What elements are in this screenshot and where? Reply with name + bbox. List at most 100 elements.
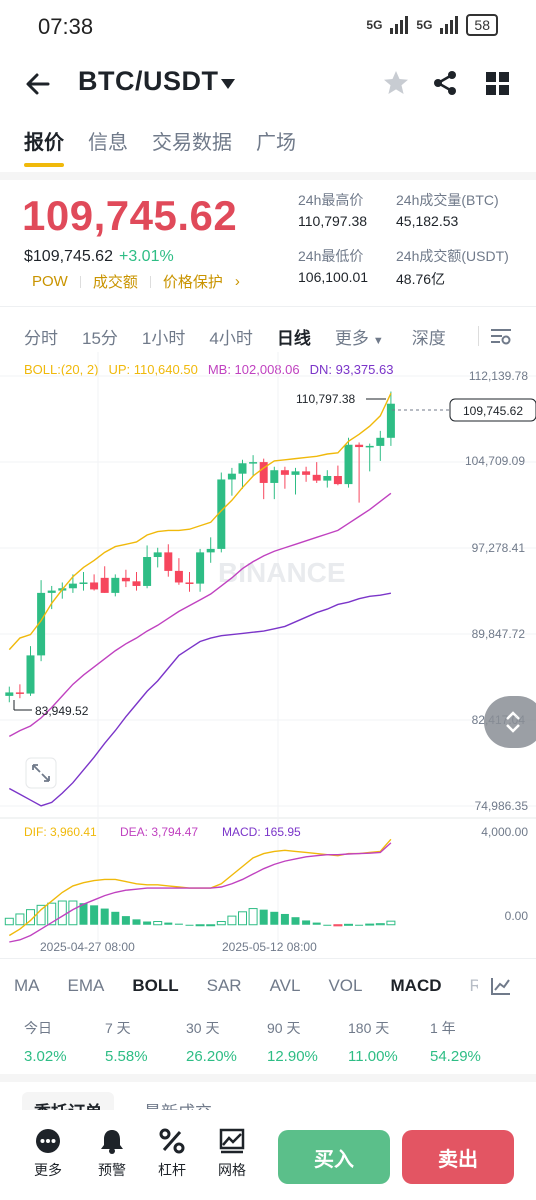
divider-line: [0, 958, 536, 959]
macd-bar: [355, 924, 364, 926]
candle-body: [100, 577, 109, 593]
candle: [164, 544, 173, 577]
tab-quote[interactable]: 报价: [24, 126, 64, 167]
chart-float-handle[interactable]: [484, 696, 536, 748]
chevron-down-icon[interactable]: [220, 78, 236, 90]
tab-square[interactable]: 广场: [256, 132, 296, 154]
stat-low-label: 24h最低价: [298, 248, 364, 264]
last-price-marker: 109,745.62: [463, 404, 523, 418]
candle-body: [365, 445, 374, 448]
perf-30d: 30 天 26.20%: [186, 1018, 237, 1065]
ind-ema[interactable]: EMA: [67, 976, 105, 995]
candle: [5, 686, 14, 703]
candle-body: [5, 692, 14, 696]
macd-bar: [143, 921, 152, 925]
boll-dn-line: [8, 592, 392, 807]
buy-button[interactable]: 买入: [278, 1130, 390, 1184]
chart-settings-icon[interactable]: [490, 326, 512, 346]
macd-bar: [270, 911, 279, 925]
stat-volume-label: 24h成交量(BTC): [396, 192, 499, 208]
candle-body: [238, 463, 247, 474]
candle: [185, 572, 194, 592]
macd-bar: [90, 905, 99, 925]
macd-bar: [238, 911, 247, 926]
macd-bar: [323, 924, 332, 926]
candle-body: [79, 582, 88, 584]
macd-bar: [68, 900, 78, 926]
ind-macd[interactable]: MACD: [390, 976, 442, 995]
candle: [333, 465, 342, 486]
star-icon[interactable]: [383, 70, 409, 96]
macd-bar: [227, 915, 237, 926]
perf-value: 54.29%: [430, 1048, 481, 1065]
perf-value: 5.58%: [105, 1048, 148, 1065]
tab-trading-data[interactable]: 交易数据: [152, 132, 232, 154]
price-change: +3.01%: [118, 248, 174, 265]
network-label-1: 5G: [366, 18, 383, 32]
grid-layout-icon[interactable]: [486, 72, 510, 96]
tf-15m[interactable]: 15分: [82, 329, 118, 348]
candle: [153, 547, 162, 568]
signal-icon-2: [440, 16, 459, 34]
tag-price-protection[interactable]: 价格保护: [162, 274, 223, 291]
perf-value: 12.90%: [267, 1048, 318, 1065]
candle: [100, 566, 109, 593]
tf-depth[interactable]: 深度: [411, 329, 446, 348]
tf-1d[interactable]: 日线: [276, 329, 311, 348]
fullscreen-icon[interactable]: [25, 757, 57, 789]
tab-info[interactable]: 信息: [88, 132, 128, 154]
stat-turnover-value: 48.76亿: [396, 271, 446, 287]
indicator-settings-icon[interactable]: [490, 976, 512, 996]
candle-body: [37, 592, 46, 656]
candle: [15, 684, 24, 699]
status-time: 07:38: [38, 14, 94, 39]
tf-4h[interactable]: 4小时: [209, 329, 253, 348]
candle: [259, 458, 268, 500]
kline-chart[interactable]: BINANCE 112,139.78 104,709.09 97,278.41 …: [0, 352, 536, 958]
macd-bar: [57, 900, 67, 926]
tf-time[interactable]: 分时: [24, 329, 58, 348]
usd-price: $109,745.62: [24, 248, 113, 265]
nav-alert[interactable]: 预警: [98, 1128, 126, 1180]
nav-grid[interactable]: 网格: [218, 1128, 246, 1180]
nav-label: 网格: [218, 1162, 246, 1178]
perf-label: 180 天: [348, 1020, 390, 1036]
ind-avl[interactable]: AVL: [269, 976, 301, 995]
tag-turnover[interactable]: 成交额: [92, 274, 138, 291]
page-title[interactable]: BTC/USDT: [78, 66, 219, 96]
macd-bar: [100, 908, 109, 925]
macd-bar: [312, 922, 321, 925]
candle: [143, 545, 152, 589]
perf-90d: 90 天 12.90%: [267, 1018, 318, 1065]
chevron-right-icon[interactable]: ›: [234, 273, 240, 290]
macd-bar: [206, 924, 216, 927]
candle-body: [196, 552, 205, 584]
sell-button[interactable]: 卖出: [402, 1130, 514, 1184]
network-label-2: 5G: [416, 18, 433, 32]
tf-1h[interactable]: 1小时: [141, 329, 186, 348]
tag-pow[interactable]: POW: [32, 273, 68, 290]
price-axis-label: 112,139.78: [469, 369, 528, 383]
macd-value: MACD: 165.95: [222, 825, 301, 839]
ind-vol[interactable]: VOL: [328, 976, 363, 995]
macd-bar: [47, 902, 57, 926]
perf-1y: 1 年 54.29%: [430, 1018, 481, 1065]
tf-more[interactable]: 更多 ▼: [335, 324, 384, 349]
grid-icon: [219, 1128, 245, 1154]
candle-body: [153, 552, 162, 558]
last-price: 109,745.62: [22, 192, 238, 239]
ind-ma[interactable]: MA: [14, 976, 40, 995]
macd-bar: [111, 911, 120, 925]
boll-legend: BOLL:(20, 2) UP: 110,640.50 MB: 102,008.…: [24, 362, 393, 377]
nav-leverage[interactable]: 杠杆: [158, 1128, 186, 1180]
share-icon[interactable]: [432, 70, 458, 96]
nav-more[interactable]: 更多: [34, 1128, 62, 1180]
ind-sar[interactable]: SAR: [206, 976, 242, 995]
candle: [217, 472, 226, 553]
macd-dif: DIF: 3,960.41: [24, 825, 97, 839]
candle-body: [132, 581, 141, 586]
candle-body: [143, 557, 152, 586]
ind-boll[interactable]: BOLL: [132, 976, 179, 995]
back-arrow-icon[interactable]: [24, 70, 52, 98]
candle: [79, 572, 88, 591]
